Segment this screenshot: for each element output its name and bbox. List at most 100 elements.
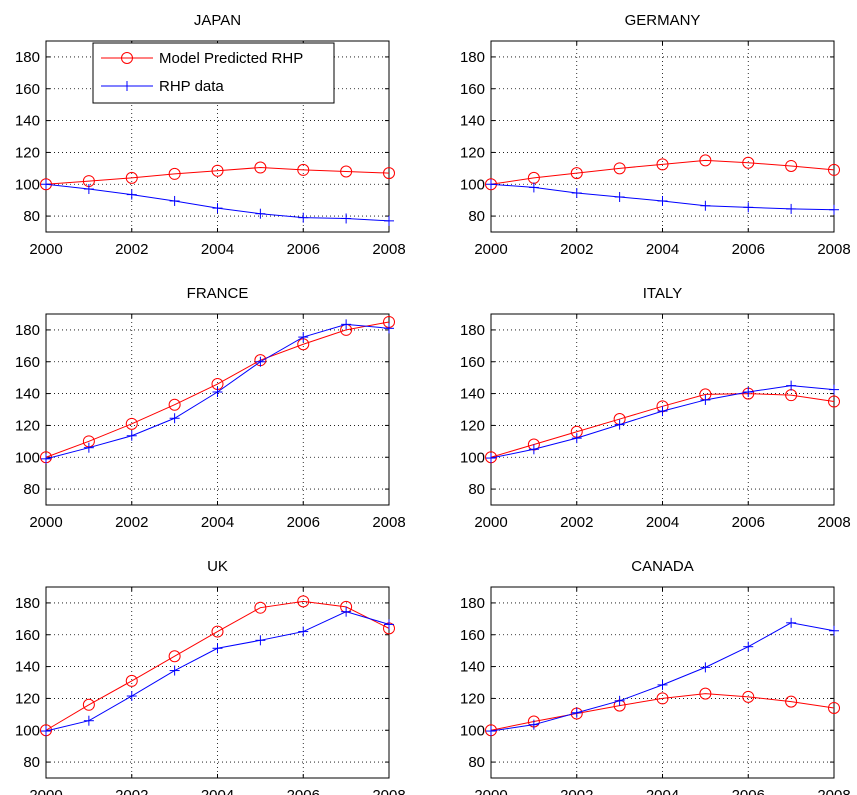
data-point-data — [41, 179, 51, 190]
y-tick-label: 140 — [460, 659, 485, 676]
data-point-model — [656, 692, 669, 705]
data-point-data — [700, 394, 711, 405]
data-point-model — [211, 625, 224, 638]
x-tick-label: 2002 — [115, 514, 148, 531]
x-tick-label: 2008 — [372, 514, 405, 531]
chart-title: ITALY — [643, 285, 682, 302]
data-point-data — [169, 195, 180, 206]
chart-panel-japan: JAPAN 2000 2002 2004 2006 2008 80 100 120 140 160 1… — [15, 12, 406, 258]
data-point-data — [614, 419, 625, 430]
data-point-data — [829, 625, 839, 636]
data-point-data — [341, 319, 352, 330]
legend-label-model: Model Predicted RHP — [159, 50, 303, 67]
y-tick-label: 120 — [460, 417, 485, 434]
chart-title: UK — [207, 558, 228, 575]
y-tick-label: 180 — [15, 595, 40, 612]
data-point-model — [613, 162, 626, 175]
data-point-data — [384, 215, 394, 226]
chart-panel-italy: ITALY 2000 2002 2004 2006 2008 80 100 120 140 160 1… — [460, 285, 851, 531]
data-point-data — [341, 213, 352, 224]
chart-title: GERMANY — [625, 12, 701, 29]
x-tick-label: 2004 — [201, 514, 234, 531]
data-point-model — [828, 395, 840, 408]
y-tick-label: 180 — [460, 49, 485, 66]
data-point-data — [384, 619, 394, 630]
y-tick-label: 80 — [23, 208, 40, 225]
chart-panel-germany: GERMANY 2000 2002 2004 2006 2008 80 100 120 140 16… — [460, 12, 851, 258]
x-tick-label: 2002 — [560, 514, 593, 531]
data-point-model — [656, 158, 669, 171]
y-tick-label: 120 — [15, 690, 40, 707]
y-tick-label: 100 — [15, 449, 40, 466]
y-tick-label: 100 — [460, 449, 485, 466]
y-tick-label: 160 — [15, 81, 40, 98]
x-tick-label: 2000 — [29, 241, 62, 258]
data-point-model — [742, 690, 755, 703]
x-tick-label: 2006 — [732, 787, 765, 795]
data-point-data — [41, 726, 51, 737]
data-point-model — [125, 417, 138, 430]
data-point-data — [571, 188, 582, 199]
x-tick-label: 2008 — [817, 787, 850, 795]
data-point-model — [168, 167, 181, 180]
x-tick-label: 2000 — [29, 787, 62, 795]
data-point-data — [743, 641, 754, 652]
data-point-data — [786, 380, 797, 391]
y-tick-label: 80 — [468, 754, 485, 771]
y-tick-label: 140 — [15, 386, 40, 403]
series-line-model — [490, 393, 835, 458]
y-tick-label: 120 — [460, 690, 485, 707]
y-tick-label: 120 — [460, 144, 485, 161]
chart-title: JAPAN — [194, 12, 241, 29]
data-point-data — [614, 695, 625, 706]
y-tick-label: 180 — [15, 322, 40, 339]
legend-marker-plus — [122, 81, 132, 91]
data-point-model — [254, 601, 267, 614]
series-line-model — [45, 321, 390, 458]
data-point-data — [169, 665, 180, 676]
x-tick-label: 2000 — [474, 241, 507, 258]
y-tick-label: 100 — [460, 722, 485, 739]
y-tick-label: 180 — [460, 595, 485, 612]
data-point-model — [828, 163, 840, 176]
chart-panel-france: FRANCE 2000 2002 2004 2006 2008 80 100 120 140 160… — [15, 285, 406, 531]
data-point-data — [126, 691, 137, 702]
legend-marker-circle — [121, 52, 133, 64]
x-tick-label: 2006 — [732, 241, 765, 258]
x-tick-label: 2006 — [732, 514, 765, 531]
x-tick-label: 2004 — [646, 241, 679, 258]
data-point-data — [212, 386, 223, 397]
series-line-model — [45, 600, 390, 731]
y-tick-label: 80 — [468, 208, 485, 225]
data-point-data — [255, 635, 266, 646]
chart-title: CANADA — [631, 558, 694, 575]
x-tick-label: 2002 — [115, 787, 148, 795]
x-tick-label: 2004 — [646, 787, 679, 795]
y-tick-label: 160 — [460, 627, 485, 644]
data-point-data — [255, 356, 266, 367]
x-tick-label: 2000 — [474, 787, 507, 795]
data-point-model — [785, 159, 798, 172]
data-point-data — [169, 413, 180, 424]
y-tick-label: 160 — [15, 627, 40, 644]
data-point-model — [570, 167, 583, 180]
series-line-model — [490, 159, 835, 185]
series-line-data — [490, 385, 835, 459]
data-point-data — [384, 323, 394, 334]
x-tick-label: 2004 — [201, 787, 234, 795]
data-point-data — [786, 617, 797, 628]
data-point-data — [83, 184, 94, 195]
data-point-data — [126, 189, 137, 200]
data-point-model — [82, 698, 95, 711]
data-point-data — [83, 715, 94, 726]
legend-label-data: RHP data — [159, 78, 224, 95]
data-point-model — [40, 178, 52, 191]
x-tick-label: 2006 — [287, 514, 320, 531]
x-tick-label: 2008 — [372, 787, 405, 795]
data-point-data — [255, 208, 266, 219]
chart-panel-canada: CANADA 2000 2002 2004 2006 2008 80 100 120 140 160… — [460, 558, 851, 795]
x-tick-label: 2000 — [474, 514, 507, 531]
data-point-data — [829, 204, 839, 215]
data-point-data — [743, 386, 754, 397]
